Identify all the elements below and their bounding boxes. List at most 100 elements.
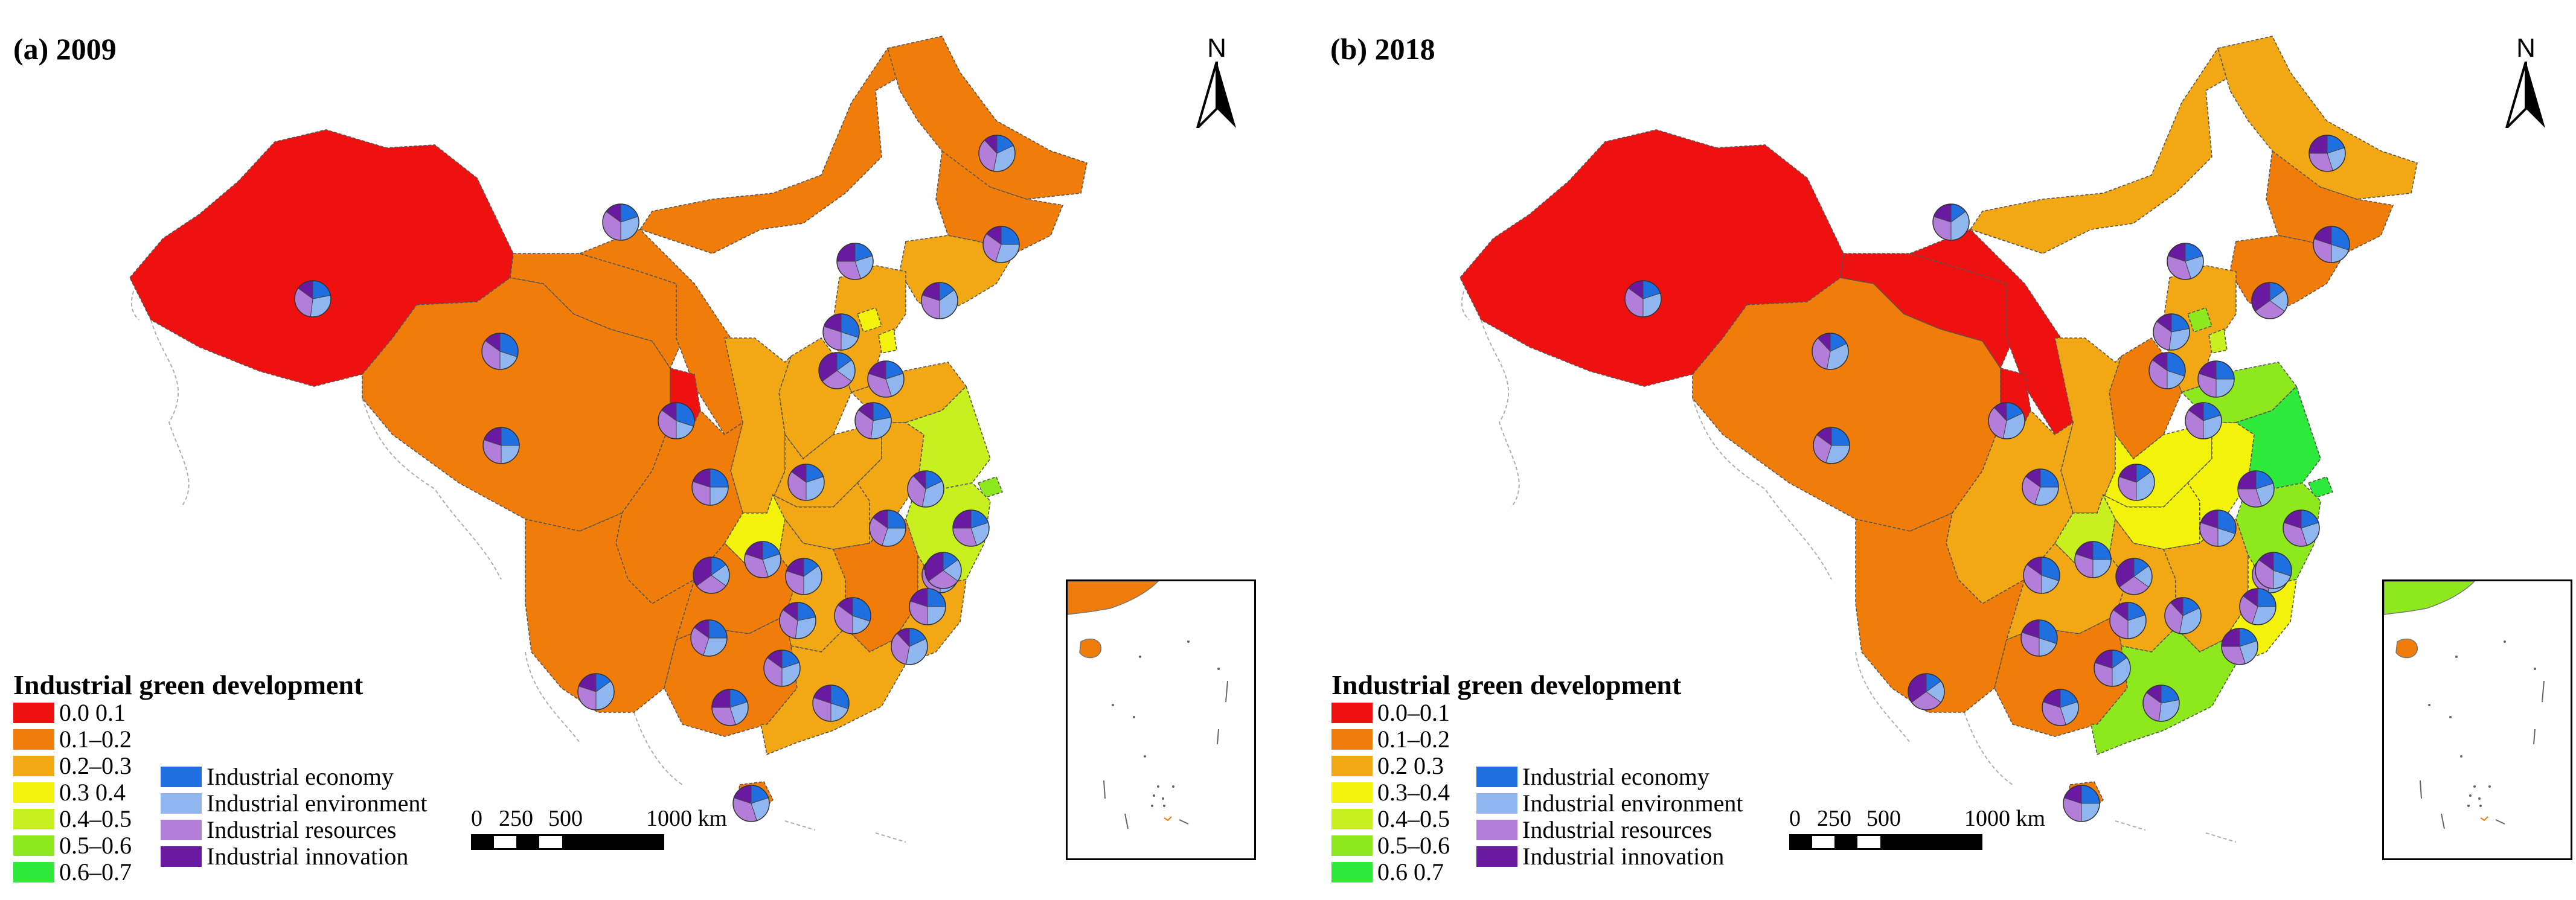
pie-chart bbox=[482, 427, 520, 464]
pie-chart bbox=[812, 685, 850, 722]
pie-chart bbox=[785, 558, 822, 595]
province-beijing bbox=[856, 307, 883, 333]
province-jilin bbox=[935, 150, 1064, 254]
pie-chart bbox=[924, 552, 962, 589]
pie-chart bbox=[2164, 597, 2202, 634]
province-innermongolia bbox=[1969, 42, 2249, 254]
pie-chart bbox=[836, 243, 874, 280]
pie-chart bbox=[2063, 785, 2100, 822]
legend-title: Industrial green development bbox=[13, 669, 364, 700]
north-arrow: N bbox=[2499, 35, 2553, 131]
pie-chart bbox=[1988, 402, 2025, 439]
pie-chart bbox=[907, 470, 944, 508]
province-qinghai bbox=[1840, 253, 2019, 369]
panel-title: (a) 2009 bbox=[13, 32, 117, 66]
pie-chart bbox=[2020, 619, 2058, 657]
pie-chart bbox=[2237, 470, 2275, 508]
neighbour-border bbox=[784, 820, 906, 843]
north-label: N bbox=[2516, 33, 2536, 63]
province-tianjin bbox=[878, 328, 897, 354]
pie-chart bbox=[1908, 673, 1945, 710]
pie-chart bbox=[909, 588, 946, 625]
scale-label-0: 0 bbox=[471, 806, 482, 831]
north-arrow-icon bbox=[2505, 61, 2545, 129]
pie-chart bbox=[982, 226, 1020, 263]
province-jiangsu bbox=[905, 385, 991, 490]
pie-chart bbox=[2109, 602, 2147, 639]
pie-chart bbox=[744, 541, 781, 578]
pie-chart bbox=[658, 402, 695, 439]
pie-chart bbox=[1624, 280, 1662, 318]
scale-label-250: 250 bbox=[1817, 806, 1851, 831]
pie-chart bbox=[2042, 689, 2079, 726]
province-jiangsu bbox=[2235, 385, 2321, 490]
pie-chart bbox=[2239, 588, 2276, 625]
legend-title: Industrial green development bbox=[1331, 669, 1682, 700]
pie-chart bbox=[2283, 509, 2320, 547]
pie-chart bbox=[2142, 685, 2180, 722]
map-2009 bbox=[129, 36, 1088, 843]
pie-chart bbox=[867, 360, 905, 398]
scale-bar-graphic bbox=[471, 834, 664, 850]
pie-chart bbox=[2115, 558, 2153, 595]
pie-chart bbox=[2308, 135, 2346, 172]
pie-chart bbox=[691, 468, 729, 506]
pie-chart bbox=[869, 509, 906, 547]
pie-chart bbox=[1813, 427, 1850, 464]
province-beijing bbox=[2187, 307, 2213, 333]
province-innermongolia bbox=[639, 42, 918, 254]
pie-chart bbox=[2185, 402, 2222, 439]
scale-label-0: 0 bbox=[1789, 806, 1801, 831]
pie-chart bbox=[763, 649, 801, 687]
pie-chart bbox=[822, 313, 860, 351]
province-jilin bbox=[2266, 150, 2394, 254]
north-label: N bbox=[1207, 33, 1226, 63]
neighbour-border bbox=[2115, 820, 2237, 843]
pie-chart bbox=[577, 673, 615, 710]
pie-chart bbox=[2118, 464, 2155, 501]
province-qinghai bbox=[510, 253, 689, 369]
province-tianjin bbox=[2208, 328, 2228, 354]
pie-chart bbox=[921, 282, 958, 319]
pie-chart bbox=[2255, 552, 2292, 589]
scale-label-1000: 1000 km bbox=[646, 806, 728, 831]
province-heilongjiang bbox=[2217, 36, 2418, 200]
pie-chart bbox=[294, 280, 332, 318]
pie-chart bbox=[2148, 352, 2186, 389]
pie-chart bbox=[854, 402, 892, 439]
south-china-sea-inset bbox=[2382, 579, 2572, 860]
pie-chart bbox=[2153, 313, 2190, 351]
pie-chart bbox=[978, 135, 1016, 172]
pie-chart bbox=[779, 602, 816, 639]
scale-bar-graphic bbox=[1789, 834, 1982, 850]
pie-chart bbox=[1812, 333, 1849, 370]
neighbour-border bbox=[1692, 398, 1832, 580]
scale-label-500: 500 bbox=[548, 806, 583, 831]
province-zhejiang bbox=[905, 482, 991, 586]
pie-chart bbox=[2023, 557, 2060, 594]
north-arrow-icon bbox=[1196, 61, 1236, 129]
pie-chart bbox=[732, 785, 770, 822]
panel-2009: (a) 2009 N Industrial green development … bbox=[13, 32, 1256, 885]
neighbour-border bbox=[525, 651, 683, 785]
panel-title: (b) 2018 bbox=[1330, 32, 1435, 66]
inset-map bbox=[2383, 581, 2545, 829]
pie-chart bbox=[2094, 649, 2131, 687]
map-2018 bbox=[1459, 36, 2418, 843]
pie-chart bbox=[2199, 509, 2237, 547]
neighbour-border bbox=[1855, 651, 2013, 785]
pie-chart bbox=[711, 689, 749, 726]
south-china-sea-inset bbox=[1066, 579, 1256, 860]
north-arrow: N bbox=[1190, 35, 1244, 131]
province-zhejiang bbox=[2235, 482, 2321, 586]
pie-chart bbox=[2221, 628, 2258, 665]
pie-chart bbox=[2074, 541, 2112, 578]
scale-label-1000: 1000 km bbox=[1964, 806, 2046, 831]
pie-chart bbox=[602, 203, 639, 241]
pie-chart bbox=[2197, 360, 2235, 398]
panel-2018: (b) 2018 N Industrial green development … bbox=[1288, 0, 2576, 900]
neighbour-border bbox=[362, 398, 502, 580]
pie-chart bbox=[952, 509, 990, 547]
inset-map bbox=[1067, 581, 1228, 829]
pie-chart bbox=[690, 619, 728, 657]
